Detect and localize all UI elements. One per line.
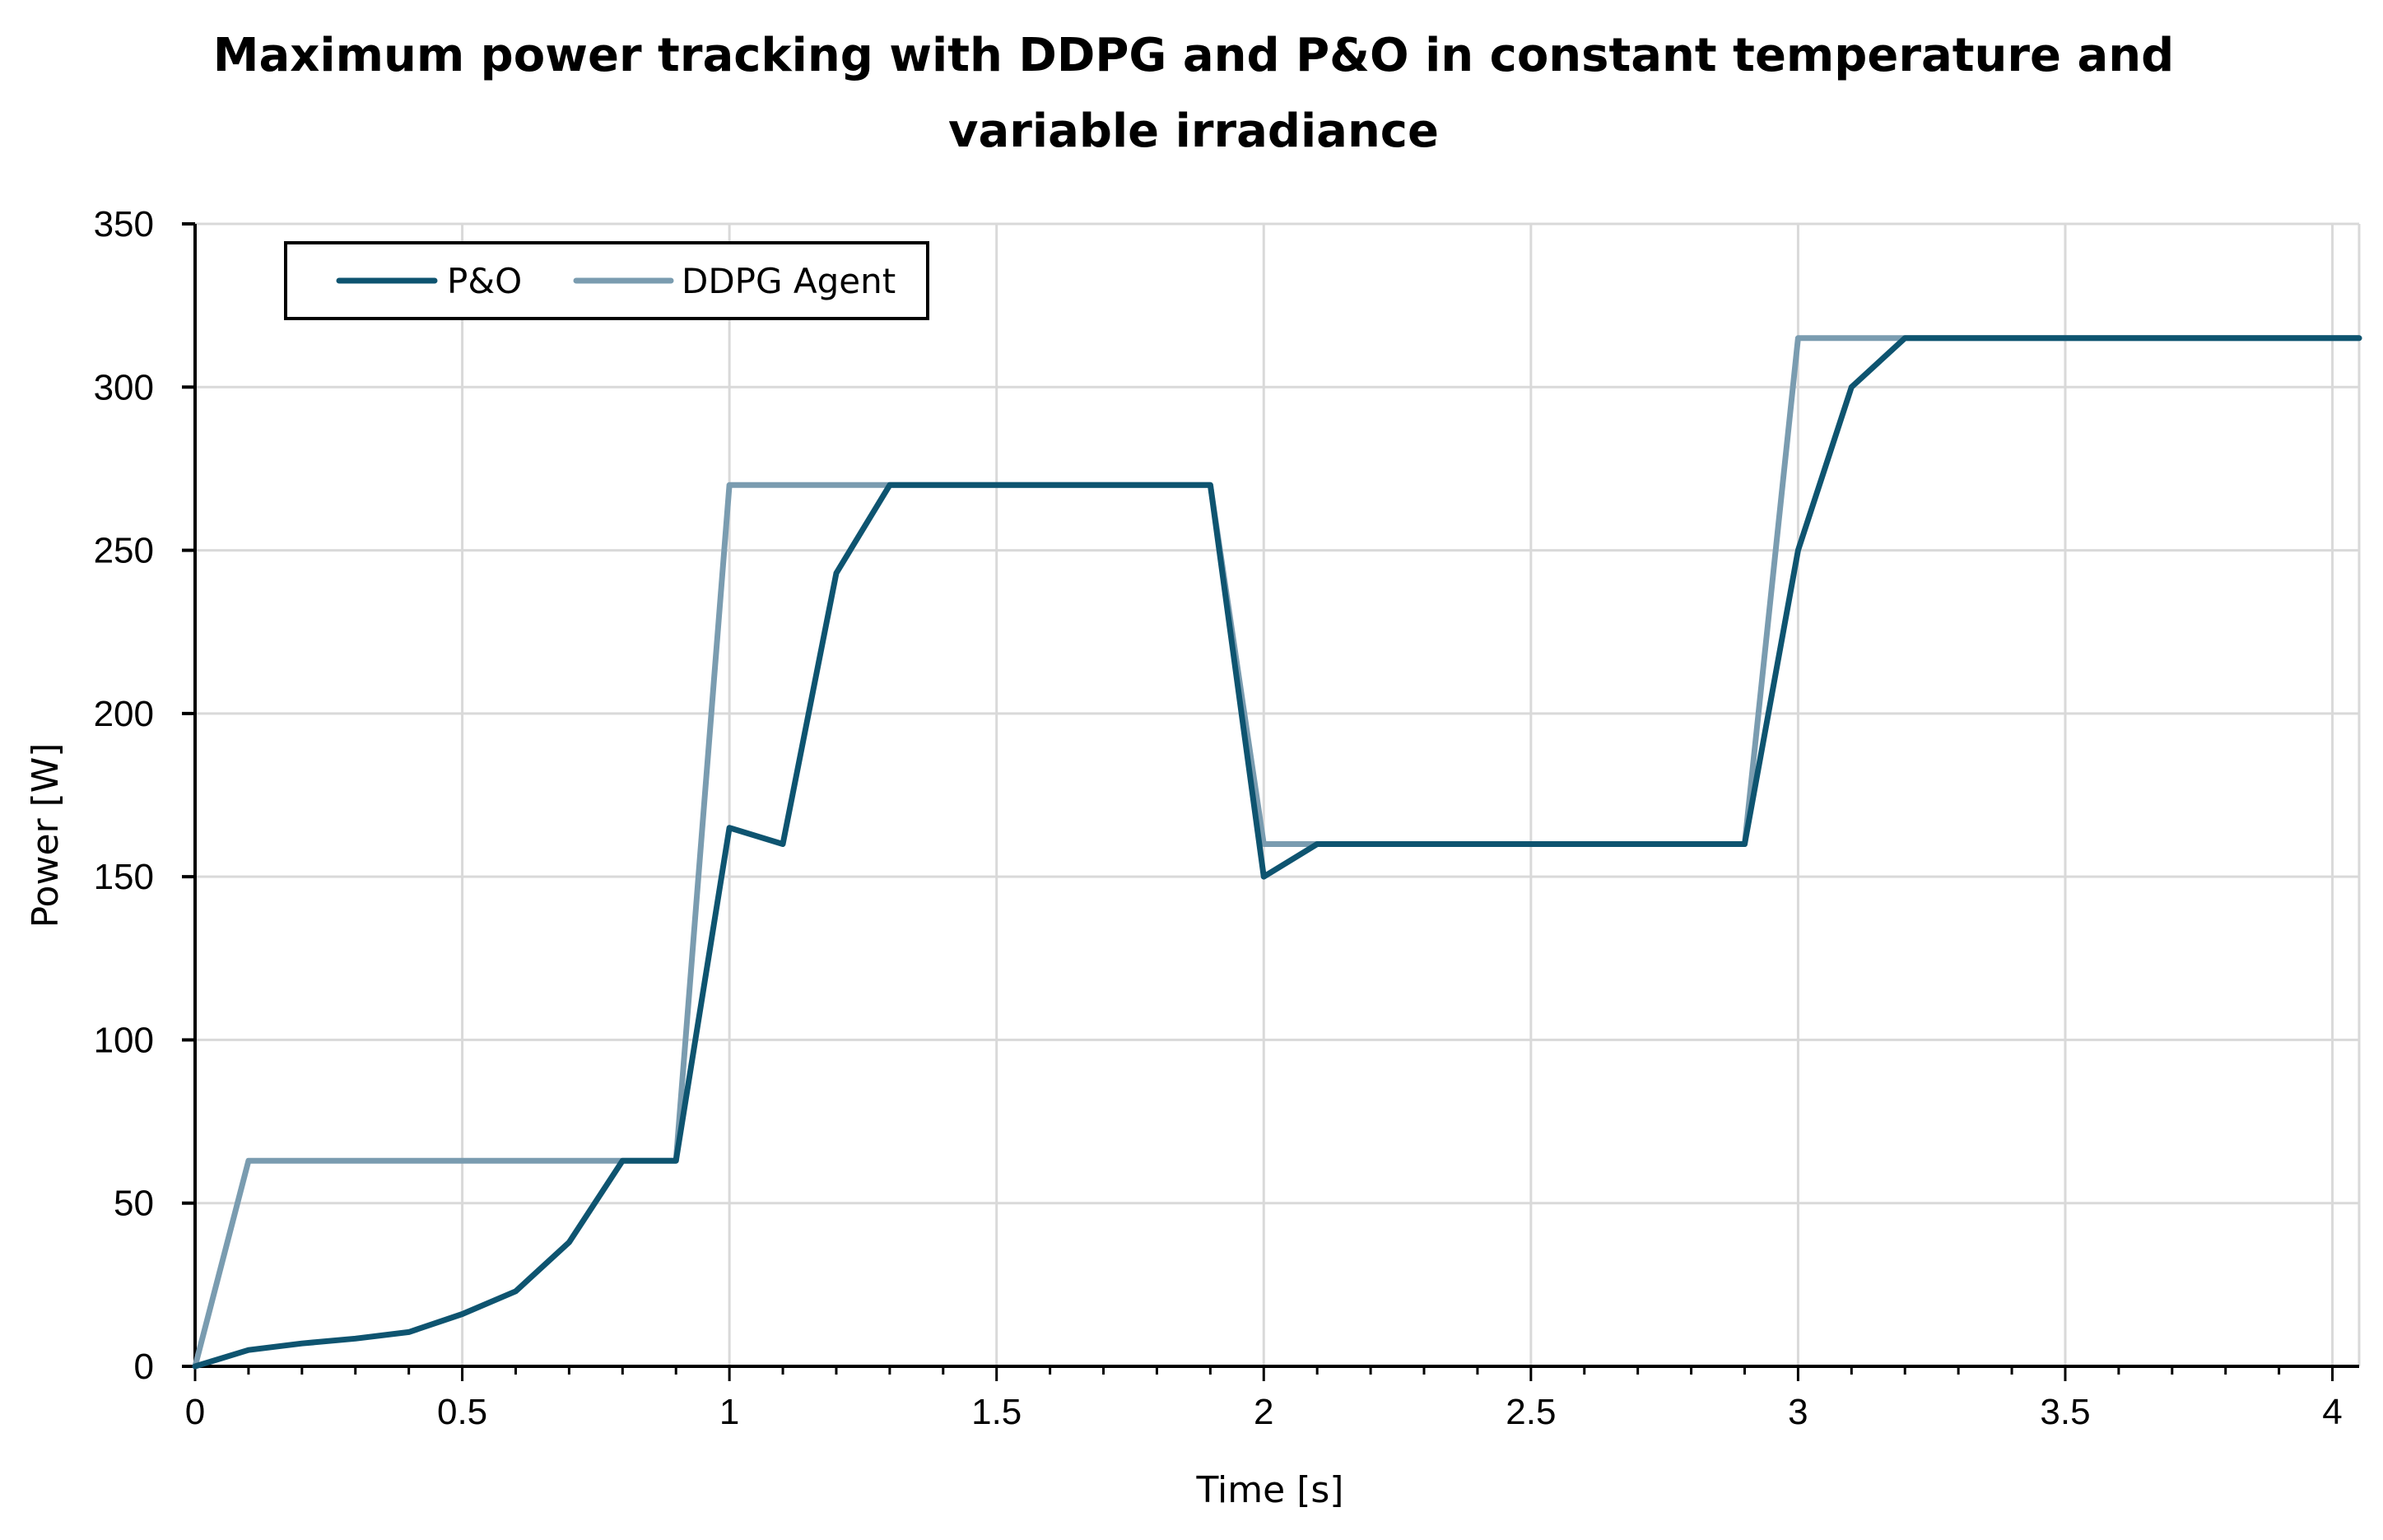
y-tick-label: 350 [94,204,154,244]
series-line-po [192,335,2362,1370]
tick-labels: 0 0.5 1 1.5 2 2.5 3 3.5 4 0 50 100 150 200 250 300 350 [94,204,2343,1432]
y-tick-label: 0 [134,1347,154,1387]
x-tick-label: 3 [1788,1392,1808,1432]
x-tick-label: 1.5 [971,1392,1022,1432]
legend-label-po: P&O [447,261,522,301]
x-axis-title: Time [s] [1196,1469,1344,1511]
grid-lines [195,222,2361,1366]
y-tick-label: 200 [94,694,154,734]
legend: P&O DDPG Agent [284,241,929,320]
y-tick-label: 50 [114,1184,154,1224]
data-series [192,335,2362,1370]
x-tick-label: 4 [2322,1392,2342,1432]
x-tick-label: 3.5 [2040,1392,2090,1432]
x-tick-label: 2 [1254,1392,1273,1432]
y-tick-label: 250 [94,531,154,571]
x-tick-label: 0.5 [437,1392,487,1432]
x-tick-label: 0 [185,1392,205,1432]
y-tick-label: 150 [94,857,154,897]
x-tick-label: 2.5 [1506,1392,1556,1432]
axes [182,222,2359,1381]
y-tick-label: 300 [94,367,154,407]
x-tick-label: 1 [719,1392,739,1432]
legend-label-ddpg: DDPG Agent [682,261,896,301]
y-tick-label: 100 [94,1020,154,1060]
series-line-ddpg [192,335,2362,1370]
chart-title: Maximum power tracking with DDPG and P&O… [212,29,2175,158]
y-axis-title: Power [W] [25,743,67,928]
